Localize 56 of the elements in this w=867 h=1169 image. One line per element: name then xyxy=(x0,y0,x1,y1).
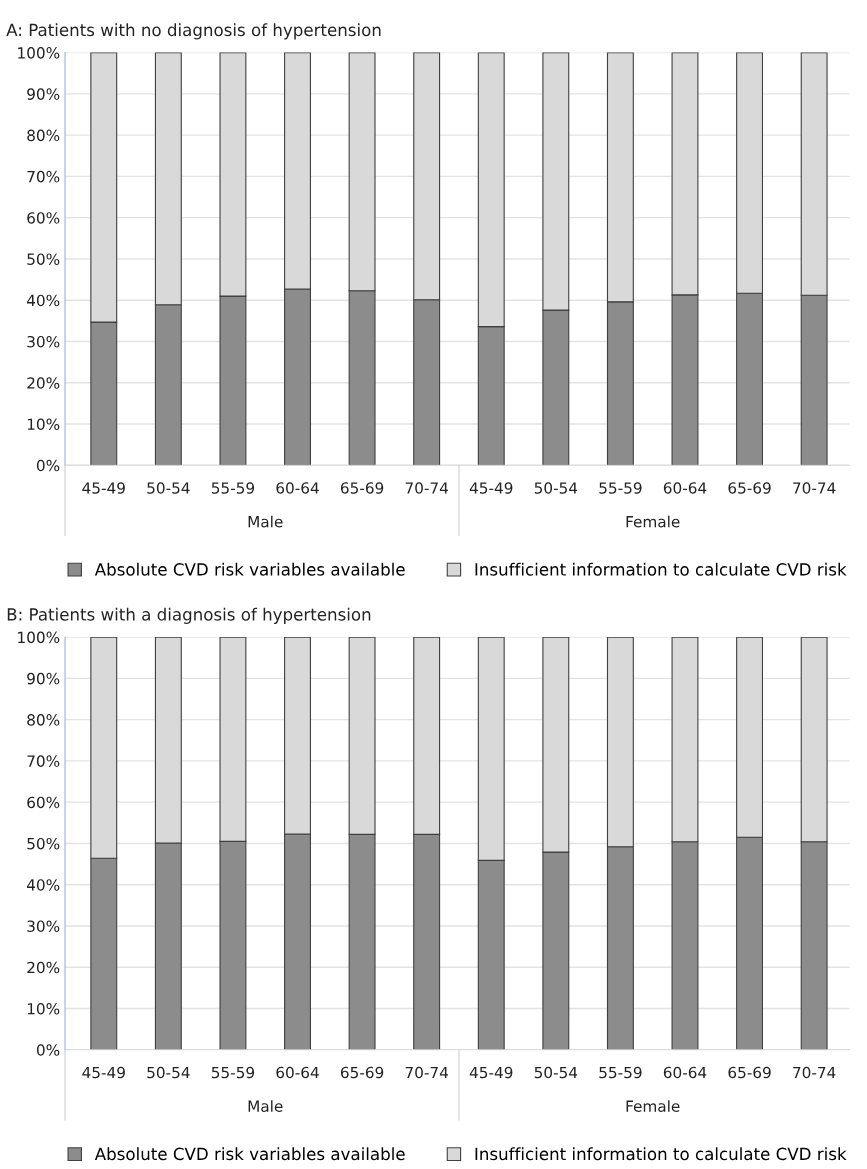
y-tick-label: 40% xyxy=(26,294,60,307)
y-tick-label: 60% xyxy=(27,212,60,224)
legend-label: Insufficient information to calculate CVD risk xyxy=(475,562,847,576)
x-tick-label: 70-74 xyxy=(405,1066,449,1079)
x-tick-label: 65-69 xyxy=(340,482,384,494)
x-tick-label: 55-59 xyxy=(211,1066,255,1079)
y-tick-label: 80% xyxy=(27,129,60,142)
text: Male xyxy=(248,515,283,528)
y-tick-label: 50% xyxy=(27,837,60,850)
y-tick-label: 30% xyxy=(27,920,60,932)
text: Female xyxy=(626,1100,680,1112)
x-tick-label: 60-64 xyxy=(663,1066,707,1079)
x-tick-label: 65-69 xyxy=(728,482,771,494)
y-tick-label: 20% xyxy=(27,961,60,974)
x-tick-label: 55-59 xyxy=(599,1066,642,1079)
y-tick-label: 10% xyxy=(27,1002,60,1015)
y-tick-label: 30% xyxy=(27,335,60,348)
y-tick-label: 100% xyxy=(18,47,60,59)
x-tick-label: 45-49 xyxy=(82,1066,125,1079)
x-tick-label: 70-74 xyxy=(793,482,836,494)
y-tick-label: 0% xyxy=(36,1044,60,1056)
y-tick-label: 60% xyxy=(27,796,60,809)
x-tick-label: 50-54 xyxy=(147,482,190,494)
x-tick-label: 55-59 xyxy=(211,482,255,494)
y-tick-label: 0% xyxy=(36,459,60,472)
y-tick-label: 90% xyxy=(27,672,60,685)
x-tick-label: 65-69 xyxy=(728,1066,771,1079)
x-tick-label: 65-69 xyxy=(340,1066,384,1079)
legend-label: Absolute CVD risk variables available xyxy=(94,1147,405,1161)
text: Male xyxy=(248,1100,283,1112)
y-tick-label: 40% xyxy=(26,879,60,891)
x-tick-label: 50-54 xyxy=(534,482,578,494)
chart-title: B: Patients with a diagnosis of hypertension xyxy=(7,607,371,624)
text: Female xyxy=(626,515,680,528)
x-tick-label: 50-54 xyxy=(147,1066,190,1079)
y-tick-label: 20% xyxy=(27,377,60,389)
y-tick-label: 70% xyxy=(27,755,60,767)
x-tick-label: 70-74 xyxy=(405,482,449,494)
x-tick-label: 50-54 xyxy=(534,1066,578,1079)
x-tick-label: 45-49 xyxy=(82,482,125,494)
y-tick-label: 70% xyxy=(27,170,60,183)
y-tick-label: 90% xyxy=(27,88,60,100)
x-tick-label: 60-64 xyxy=(663,482,707,494)
x-tick-label: 60-64 xyxy=(276,482,319,494)
chart-title: A: Patients with no diagnosis of hypertension xyxy=(6,23,381,40)
x-tick-label: 45-49 xyxy=(469,1066,513,1079)
x-tick-label: 70-74 xyxy=(793,1066,836,1079)
y-tick-label: 80% xyxy=(27,714,60,726)
legend-label: Absolute CVD risk variables available xyxy=(94,562,405,576)
legend-label: Insufficient information to calculate CVD risk xyxy=(475,1147,847,1161)
x-tick-label: 45-49 xyxy=(469,482,513,494)
x-tick-label: 60-64 xyxy=(276,1066,319,1079)
y-tick-label: 50% xyxy=(27,253,60,265)
x-tick-label: 55-59 xyxy=(599,482,642,494)
y-tick-label: 100% xyxy=(18,631,60,644)
y-tick-label: 10% xyxy=(27,418,60,431)
